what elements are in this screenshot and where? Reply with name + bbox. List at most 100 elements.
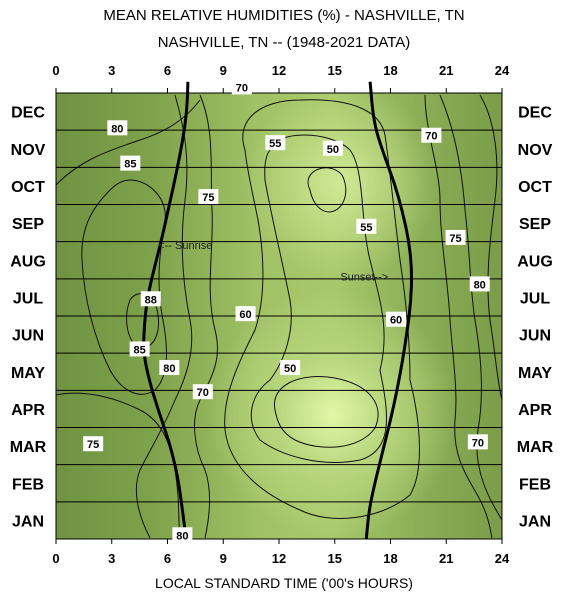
contour-55	[250, 134, 387, 463]
x-axis-ticks: 0 0 3 3 6 6 9 9 12 12 15 15 18 18 21 21 24 24	[52, 63, 510, 566]
x-tick-label-top: 21	[439, 63, 453, 78]
month-label-left: JUN	[12, 328, 44, 345]
x-tick-label-bottom: 9	[220, 551, 227, 566]
x-axis-label: LOCAL STANDARD TIME ('00's HOURS)	[155, 575, 413, 591]
annotation-text: <-- Sunrise	[158, 240, 212, 252]
contour-label: 70	[236, 82, 248, 94]
chart-subtitle: NASHVILLE, TN -- (1948-2021 DATA)	[158, 34, 411, 51]
contour-label: 70	[425, 131, 437, 143]
contour-70-left	[194, 94, 218, 539]
contour-label: 80	[176, 530, 188, 542]
month-label-left: FEB	[12, 476, 44, 493]
contour-label-box	[421, 127, 442, 143]
contour-label: 85	[134, 344, 146, 356]
contour-label: 75	[87, 439, 99, 451]
contour-label-box	[469, 276, 490, 292]
x-tick-label-bottom: 21	[439, 551, 453, 566]
contour-label-box	[322, 140, 343, 156]
contour-label-box	[198, 189, 219, 205]
x-tick-label-bottom: 15	[328, 551, 342, 566]
annotations: <-- Sunrise Sunset-->	[158, 240, 388, 284]
month-label-right: JAN	[519, 513, 551, 530]
contour-label: 55	[269, 138, 281, 150]
month-label-left: MAY	[11, 365, 45, 382]
contour-label-box	[265, 135, 286, 151]
x-tick-label-bottom: 3	[108, 551, 115, 566]
month-label-right: AUG	[517, 253, 553, 270]
contour-label: 80	[163, 363, 175, 375]
contour-label-box	[140, 291, 161, 307]
x-tick-label-bottom: 18	[383, 551, 397, 566]
contour-label-box	[467, 434, 488, 450]
contour-label-box	[356, 218, 377, 234]
x-tick-label-top: 15	[328, 63, 342, 78]
contour-label-box	[386, 311, 407, 327]
contour-80-right	[479, 94, 502, 401]
plot-area	[55, 81, 503, 540]
month-label-right: MAY	[518, 365, 552, 382]
contour-label-box	[231, 79, 252, 95]
contour-label-box	[445, 229, 466, 245]
contour-label: 60	[239, 309, 251, 321]
month-label-right: JUL	[520, 290, 550, 307]
contour-70-right	[424, 94, 493, 539]
contour-label: 80	[111, 123, 123, 135]
x-tick-label-bottom: 24	[495, 551, 510, 566]
contour-labels: 70 80 70 55 50 85 75 55 75 80 88 60 60 85 80 50 70 75 70 80	[83, 79, 490, 543]
month-labels: JAN JAN FEB FEB MAR MAR APR APR MAY MAY JUN JUN JUL J…	[10, 105, 554, 531]
sunset-line	[364, 81, 414, 540]
contour-label: 80	[474, 279, 486, 291]
contour-label-box	[235, 306, 256, 322]
annotation-text: Sunset-->	[340, 272, 388, 284]
sunrise-line	[142, 81, 190, 540]
x-tick-label-top: 12	[272, 63, 286, 78]
month-label-left: NOV	[11, 142, 46, 159]
contour-label: 75	[449, 233, 461, 245]
contour-label: 60	[390, 315, 402, 327]
month-label-right: SEP	[519, 216, 551, 233]
month-label-left: SEP	[12, 216, 44, 233]
month-label-left: JAN	[12, 513, 44, 530]
contour-lines	[56, 94, 502, 539]
month-label-left: AUG	[10, 253, 46, 270]
month-label-left: MAR	[10, 439, 47, 456]
month-label-right: DEC	[518, 105, 552, 122]
contour-75-right	[439, 94, 502, 521]
contour-label: 75	[202, 192, 214, 204]
month-label-left: OCT	[11, 179, 45, 196]
x-tick-label-top: 9	[220, 63, 227, 78]
contour-label: 50	[284, 363, 296, 375]
contour-label-box	[129, 341, 150, 357]
month-label-right: OCT	[518, 179, 552, 196]
contour-75-left	[135, 94, 193, 539]
contour-label: 70	[472, 437, 484, 449]
x-tick-label-bottom: 6	[164, 551, 171, 566]
contour-50-autumn	[307, 167, 347, 213]
x-tick-label-bottom: 12	[272, 551, 286, 566]
contour-label: 70	[197, 387, 209, 399]
contour-label-box	[83, 436, 104, 452]
x-tick-label-top: 24	[495, 63, 510, 78]
contour-80-bottom	[56, 392, 181, 539]
contour-label-box	[159, 360, 180, 376]
x-tick-label-top: 3	[108, 63, 115, 78]
contour-label: 85	[124, 159, 136, 171]
x-tick-label-top: 0	[52, 63, 59, 78]
x-tick-label-top: 18	[383, 63, 397, 78]
contour-label-box	[280, 360, 301, 376]
x-tick-label-bottom: 0	[52, 551, 59, 566]
contour-label: 50	[327, 144, 339, 156]
month-label-right: JUN	[519, 328, 551, 345]
contour-label-box	[192, 384, 213, 400]
month-label-left: JUL	[13, 290, 43, 307]
month-label-right: MAR	[517, 439, 554, 456]
daylight-lines	[142, 81, 414, 540]
contour-label-box	[120, 155, 141, 171]
month-label-right: FEB	[519, 476, 551, 493]
month-label-left: APR	[11, 402, 45, 419]
contour-label-box	[107, 120, 128, 136]
chart-title: MEAN RELATIVE HUMIDITIES (%) - NASHVILLE…	[103, 7, 464, 24]
contour-label-box	[172, 527, 193, 543]
month-label-right: NOV	[518, 142, 553, 159]
